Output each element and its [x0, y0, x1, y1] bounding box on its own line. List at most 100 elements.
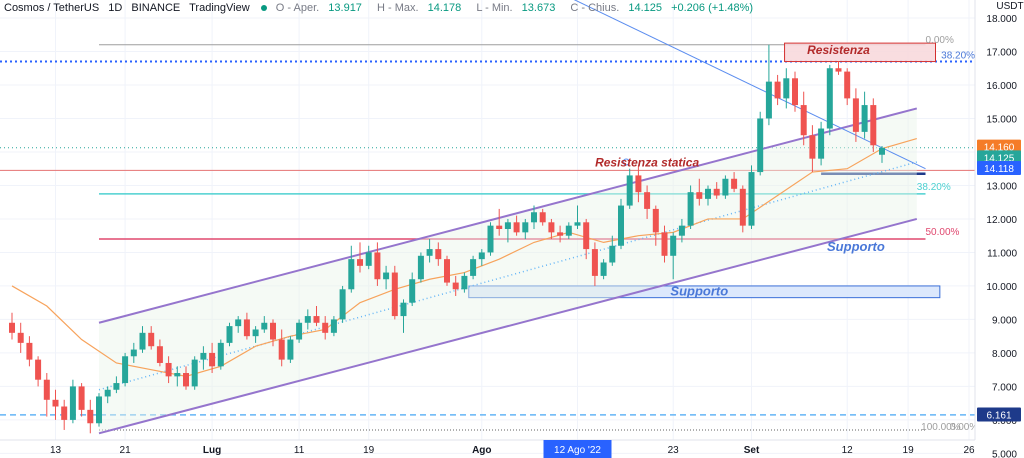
price-tag: 6.161 [986, 411, 1011, 422]
candle-body [496, 225, 503, 229]
candle-body [278, 339, 285, 360]
candle-body [43, 379, 50, 400]
chart-background [0, 0, 975, 454]
price-tick: 18.000 [986, 14, 1017, 25]
label-supporto-2: Supporto [670, 284, 728, 299]
time-tick: 13 [50, 445, 62, 456]
candle-body [713, 188, 720, 196]
candle-body [52, 399, 59, 407]
price-tag-bg [977, 139, 1021, 154]
candle-body [522, 222, 529, 233]
candle-body [417, 255, 424, 280]
candle-body [122, 356, 129, 384]
time-highlight-bg [543, 440, 612, 458]
candle-body [574, 222, 581, 226]
candle-body [261, 322, 268, 330]
candle-body [557, 232, 564, 236]
candle-body [765, 81, 772, 119]
candle-body [661, 232, 668, 256]
candle-body [739, 188, 746, 226]
chart-header: Cosmos / TetherUS 1D BINANCE TradingView… [4, 2, 765, 16]
candle-body [757, 118, 764, 173]
candle-body [626, 175, 633, 206]
platform: TradingView [189, 2, 250, 14]
candle-body [96, 396, 102, 424]
candle-body [148, 332, 155, 347]
resistance-zone [784, 42, 936, 63]
candle-body [365, 252, 372, 266]
candle-body [879, 147, 885, 155]
candle-body [209, 352, 216, 367]
price-tag-bg [977, 407, 1021, 422]
high-label: H - Max. [377, 2, 419, 14]
candle-body [809, 135, 816, 159]
candle-body [583, 222, 590, 250]
price-tick: 8.000 [992, 349, 1017, 360]
candle-body [426, 249, 433, 256]
candle-body [600, 262, 607, 276]
candle-body [313, 316, 320, 323]
candle-body [357, 259, 363, 266]
label-supporto-1: Supporto [827, 239, 885, 254]
candle-body [844, 71, 851, 99]
candle-body [870, 105, 877, 146]
candle-body [670, 235, 677, 256]
candle-body [783, 78, 790, 99]
candle-body [409, 279, 416, 303]
candle-body [705, 188, 711, 199]
candle-body [104, 389, 111, 397]
candle-body [61, 406, 68, 420]
high-value: 14.178 [427, 2, 462, 14]
diagonal-anchor [622, 158, 630, 166]
label-fib-100: 100.00% [921, 422, 961, 433]
candle-body [339, 289, 346, 320]
interval[interactable]: 1D [108, 2, 123, 14]
candle-body [531, 212, 537, 223]
candle-body [461, 275, 468, 290]
exchange: BINANCE [131, 2, 181, 14]
candle-body [444, 259, 450, 283]
channel-fill [99, 108, 917, 434]
price-tick: 12.000 [986, 215, 1017, 226]
open-value: 13.917 [328, 2, 362, 14]
candle-body [130, 349, 137, 357]
candle-body [296, 322, 303, 340]
candle-body [609, 245, 616, 263]
candle-body [304, 316, 311, 323]
candle-body [504, 222, 511, 229]
price-tag-bg [977, 161, 1021, 176]
candle-body [243, 319, 250, 337]
candle-body [861, 105, 868, 132]
candle-body [391, 272, 398, 317]
symbol-name[interactable]: Cosmos / TetherUS [4, 2, 100, 14]
candle-body [722, 178, 729, 196]
candle-body [156, 346, 163, 363]
time-tick: Set [744, 445, 760, 456]
label-fib-382-top: 38.20% [941, 51, 975, 62]
candle-body [217, 342, 224, 367]
label-fib-50: 50.00% [926, 227, 960, 238]
candle-body [322, 322, 329, 333]
close-label: C - Chius. [570, 2, 620, 14]
price-tag: 14.160 [984, 143, 1015, 154]
time-axis: 13 21 Lug 11 19 Ago 12 Ago '22 23 Set 12 19 26 [0, 439, 975, 458]
candle-body [774, 81, 781, 99]
candle-body [200, 352, 207, 360]
time-tick: Ago [472, 445, 491, 456]
candle-body [800, 105, 807, 136]
support-zone [468, 285, 941, 299]
candle-body [826, 68, 833, 129]
candle-body [678, 225, 685, 236]
time-tick: 19 [903, 445, 915, 456]
time-tick: 12 [842, 445, 854, 456]
price-axis: USDT5.0006.0007.0008.0009.00010.00011.00… [974, 0, 1024, 458]
candle-body [191, 359, 198, 387]
channel-lower-line [98, 217, 918, 435]
candle-body [26, 342, 33, 360]
candle-body [748, 172, 755, 226]
price-tag-bg [977, 150, 1021, 165]
candle-body [165, 362, 172, 377]
candle-body [644, 192, 651, 209]
price-tag: 14.118 [984, 164, 1014, 175]
